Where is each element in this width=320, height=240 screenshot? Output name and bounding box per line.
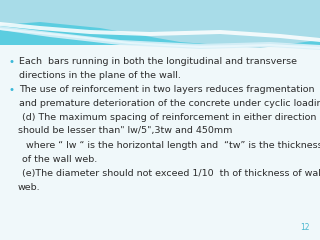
Text: should be lesser than" lw/5",3tw and 450mm: should be lesser than" lw/5",3tw and 450…: [18, 126, 232, 136]
Text: •: •: [8, 57, 14, 67]
Text: where “ lw “ is the horizontal length and  “tw” is the thickness: where “ lw “ is the horizontal length an…: [26, 141, 320, 150]
Polygon shape: [0, 0, 320, 45]
Text: Each  bars running in both the longitudinal and transverse: Each bars running in both the longitudin…: [19, 57, 297, 66]
Text: (d) The maximum spacing of reinforcement in either direction: (d) The maximum spacing of reinforcement…: [22, 113, 316, 122]
Text: The use of reinforcement in two layers reduces fragmentation: The use of reinforcement in two layers r…: [19, 85, 315, 94]
Polygon shape: [0, 28, 320, 49]
Polygon shape: [0, 0, 320, 48]
Text: directions in the plane of the wall.: directions in the plane of the wall.: [19, 71, 181, 79]
Text: of the wall web.: of the wall web.: [22, 155, 97, 163]
Polygon shape: [0, 26, 320, 50]
Polygon shape: [0, 22, 320, 42]
Text: 12: 12: [300, 223, 310, 232]
Text: (e)The diameter should not exceed 1/10  th of thickness of wall: (e)The diameter should not exceed 1/10 t…: [22, 169, 320, 178]
Text: and premature deterioration of the concrete under cyclic loading.: and premature deterioration of the concr…: [19, 98, 320, 108]
Text: •: •: [8, 85, 14, 95]
Text: web.: web.: [18, 182, 41, 192]
